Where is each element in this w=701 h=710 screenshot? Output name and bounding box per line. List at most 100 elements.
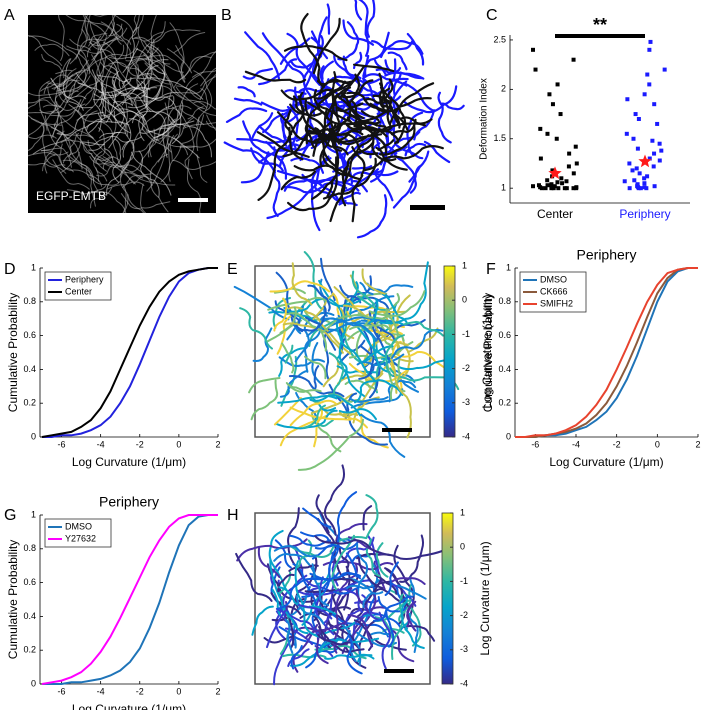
colorbar-tick-label: -3	[462, 397, 470, 407]
filament	[324, 317, 378, 342]
filament	[176, 85, 201, 100]
filament	[141, 94, 174, 101]
filament	[297, 604, 333, 620]
y-tick-label: 1.5	[493, 133, 506, 143]
filament	[339, 284, 362, 304]
y-tick-label: 0.8	[498, 296, 511, 306]
filament	[318, 80, 346, 95]
filament	[363, 97, 390, 104]
data-point	[555, 180, 560, 185]
colorbar-tick-label: 1	[460, 507, 465, 517]
filament	[41, 54, 65, 79]
filament	[361, 268, 386, 295]
filament	[92, 15, 134, 33]
filament	[307, 122, 341, 133]
filament	[55, 69, 73, 75]
filament	[317, 134, 361, 181]
filament	[324, 653, 375, 660]
filament	[295, 305, 327, 332]
colorbar	[441, 512, 454, 685]
filament	[374, 574, 398, 595]
data-point	[558, 112, 563, 117]
filament	[59, 143, 74, 173]
filament	[66, 50, 100, 103]
filament	[375, 542, 389, 578]
filament	[277, 577, 328, 610]
filament	[284, 109, 293, 136]
filament	[355, 588, 370, 614]
filament	[54, 90, 79, 110]
filament	[373, 170, 394, 202]
data-point	[549, 182, 554, 187]
filament	[174, 117, 195, 140]
filament	[273, 552, 317, 578]
filament	[338, 328, 348, 380]
filament	[108, 23, 123, 37]
filament	[397, 584, 427, 600]
data-point	[644, 186, 649, 191]
data-point	[554, 136, 559, 141]
x-tick-label: -4	[572, 439, 580, 449]
filament	[100, 62, 146, 126]
filament	[285, 312, 328, 352]
filament	[251, 605, 274, 636]
filament	[272, 169, 281, 217]
traced-filaments	[223, 0, 465, 239]
filament	[159, 83, 199, 144]
panel-label: B	[221, 7, 232, 24]
data-point	[538, 156, 543, 161]
data-point	[538, 126, 543, 131]
filament	[311, 342, 323, 386]
filament	[76, 71, 112, 121]
filament	[81, 141, 105, 146]
filament	[147, 72, 164, 96]
data-point	[564, 179, 569, 184]
filament	[316, 80, 352, 86]
filament	[356, 325, 388, 358]
filament	[388, 581, 402, 600]
panel-label: G	[4, 507, 16, 524]
filament	[107, 181, 145, 190]
filament	[322, 359, 340, 388]
filament	[379, 124, 416, 156]
filament	[333, 586, 360, 595]
filament	[75, 28, 87, 60]
y-axis-label: Cumulative Probability	[6, 293, 20, 412]
filament	[271, 589, 283, 618]
filament	[59, 71, 85, 88]
filament	[93, 75, 102, 132]
y-tick-label: 2.5	[493, 34, 506, 44]
filament	[413, 109, 436, 141]
filament	[312, 107, 328, 157]
filament	[108, 55, 146, 60]
filament	[346, 73, 361, 106]
series-line	[41, 514, 218, 685]
filament	[403, 320, 445, 337]
filament	[108, 110, 175, 149]
data-point	[559, 176, 564, 181]
data-point	[543, 186, 548, 191]
x-tick-label: -2	[613, 439, 621, 449]
filament	[314, 535, 391, 557]
data-point	[648, 39, 653, 44]
filament	[56, 59, 89, 92]
filament	[69, 38, 91, 51]
filament	[89, 22, 98, 42]
filament	[311, 563, 330, 607]
filament	[329, 165, 349, 223]
data-point	[539, 186, 544, 191]
filament	[248, 377, 281, 394]
data-point	[632, 178, 637, 183]
filament	[90, 187, 113, 209]
filament	[318, 626, 365, 653]
filament	[297, 418, 364, 471]
filament	[39, 83, 76, 115]
data-point	[571, 57, 576, 62]
colorbar-tick-label: -1	[460, 576, 468, 586]
filament	[403, 624, 436, 642]
filament	[149, 153, 169, 213]
colorbar-tick-label: -4	[462, 431, 470, 441]
filament	[323, 545, 341, 594]
filament	[404, 628, 425, 649]
filament	[87, 139, 115, 164]
